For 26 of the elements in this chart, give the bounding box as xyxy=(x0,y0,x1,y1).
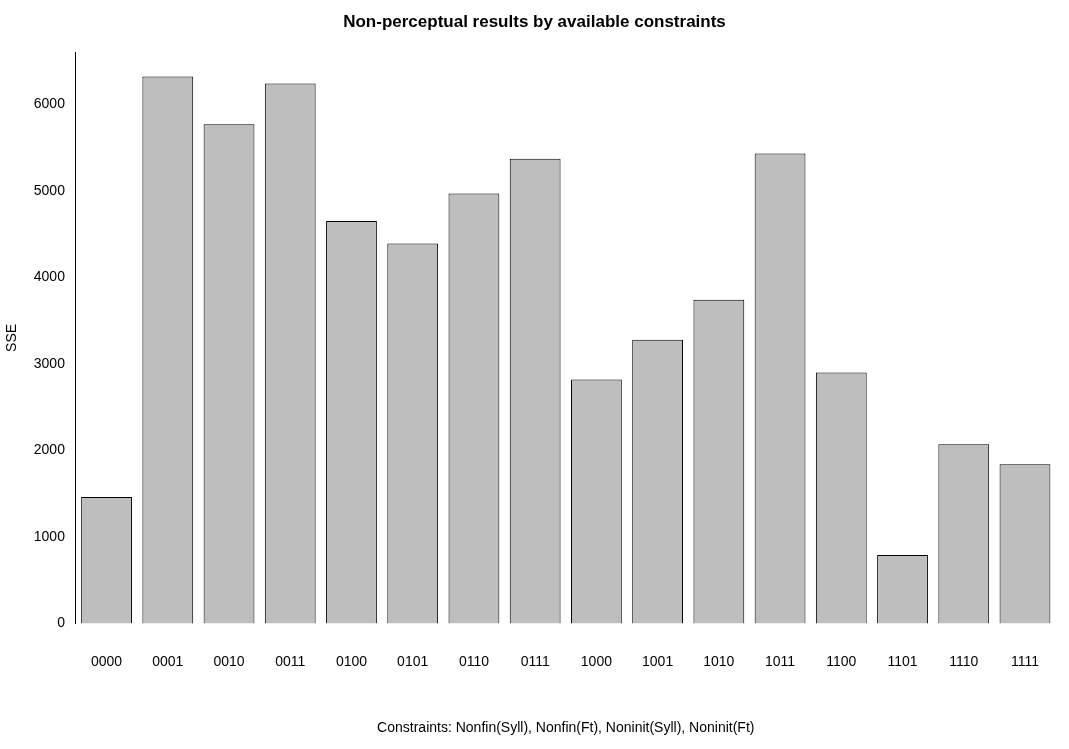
y-tick-label: 6000 xyxy=(33,95,66,112)
x-tick-label: 0011 xyxy=(275,652,306,669)
x-tick-label: 1110 xyxy=(949,652,979,669)
y-axis-title: SSE xyxy=(3,323,20,352)
x-tick-label: 1010 xyxy=(703,652,735,669)
x-tick-label: 0110 xyxy=(458,652,490,669)
x-tick-label: 1001 xyxy=(642,652,674,669)
chart-title: Non-perceptual results by available constraints xyxy=(343,11,726,31)
x-tick-label: 0001 xyxy=(152,652,184,669)
x-tick-label: 0111 xyxy=(520,652,550,669)
x-tick-label: 1111 xyxy=(1010,652,1040,669)
x-tick-label: 0000 xyxy=(90,652,123,669)
x-tick-label: 1101 xyxy=(887,652,918,669)
y-tick-label: 0 xyxy=(57,614,66,631)
y-tick-label: 2000 xyxy=(33,441,66,458)
x-axis-title: Constraints: Nonfin(Syll), Nonfin(Ft), Noninit(Syll), Noninit(Ft) xyxy=(377,719,755,736)
x-tick-label: 1000 xyxy=(580,652,613,669)
x-tick-label: 0101 xyxy=(397,652,429,669)
y-tick-label: 1000 xyxy=(33,527,66,544)
y-tick-label: 5000 xyxy=(33,181,66,198)
x-tick-label: 0100 xyxy=(335,652,368,669)
x-tick-label: 0010 xyxy=(213,652,245,669)
x-tick-label: 1100 xyxy=(826,652,857,669)
y-tick-label: 4000 xyxy=(33,268,66,285)
y-tick-label: 3000 xyxy=(33,354,66,371)
x-tick-label: 1011 xyxy=(765,652,796,669)
